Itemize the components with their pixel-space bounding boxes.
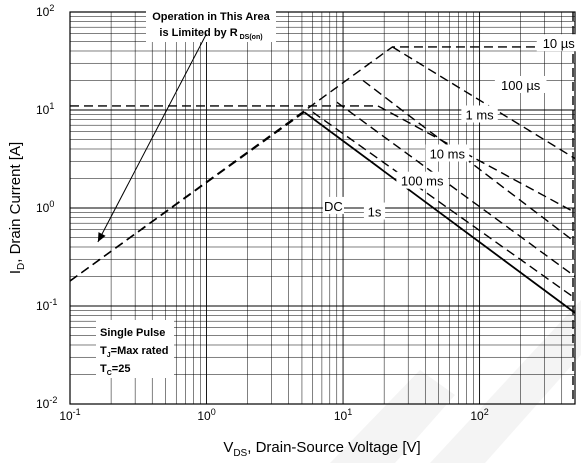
series-label-bg	[536, 34, 581, 52]
series-label-bg	[425, 144, 470, 162]
series-label: 100 ms	[401, 174, 444, 189]
pulse-annotation-box	[96, 320, 174, 378]
curves	[69, 12, 576, 404]
series-1-ms-line	[70, 105, 576, 214]
rds-annotation-box	[146, 6, 276, 42]
watermark-stroke-2	[330, 370, 455, 463]
pulse-annotation-line1: Single Pulse	[100, 327, 165, 339]
plot-frame	[69, 11, 576, 405]
series-label-bg	[461, 105, 498, 123]
series-label: 100 µs	[501, 78, 541, 93]
series-label-bg	[494, 75, 547, 93]
series-1s-line	[312, 111, 576, 299]
series-label-bg	[322, 196, 345, 214]
series-label-bg	[396, 171, 449, 189]
x-axis-title: VDS, Drain-Source Voltage [V]	[223, 439, 420, 459]
y-tick-label: 10-2	[36, 395, 57, 411]
pulse-annotation-line3: TC=25	[100, 363, 130, 377]
y-tick-label: 10-1	[36, 297, 57, 313]
y-axis-title: ID, Drain Current [A]	[7, 142, 27, 274]
series-label: 1s	[368, 205, 382, 220]
series-label: 10 ms	[430, 146, 466, 161]
y-tick-label: 100	[36, 199, 54, 215]
series-labels: 10 µs 100 µs 1 ms 10 ms 100 ms DC 1s	[322, 34, 581, 220]
x-tick-label: 10-1	[59, 407, 80, 423]
annotations: Operation in This Area is Limited by R DS…	[96, 6, 276, 378]
rds-annotation-line1: Operation in This Area	[152, 11, 270, 23]
series-label: 10 µs	[543, 36, 576, 51]
x-tick-label: 101	[334, 407, 352, 423]
series-label-bg	[363, 202, 386, 220]
axis-titles: VDS, Drain-Source Voltage [V] ID, Drain C…	[7, 142, 421, 459]
pulse-annotation-line2: TJ=Max rated	[100, 345, 168, 359]
series-100-s-line	[392, 46, 576, 160]
y-tick-label: 101	[36, 101, 54, 117]
annotation-arrowhead	[97, 232, 106, 242]
y-tick-label: 102	[36, 3, 54, 19]
series-label: 1 ms	[465, 107, 494, 122]
watermark-stroke-1	[430, 300, 581, 463]
series-label: DC	[324, 199, 343, 214]
series-100-ms-line	[336, 101, 576, 278]
x-tick-label: 100	[197, 407, 215, 423]
x-tick-label: 102	[470, 407, 488, 423]
rds-annotation-line2: is Limited by R DS(on)	[159, 27, 262, 41]
annotation-arrow	[97, 33, 207, 243]
series-dc-line	[303, 111, 576, 314]
